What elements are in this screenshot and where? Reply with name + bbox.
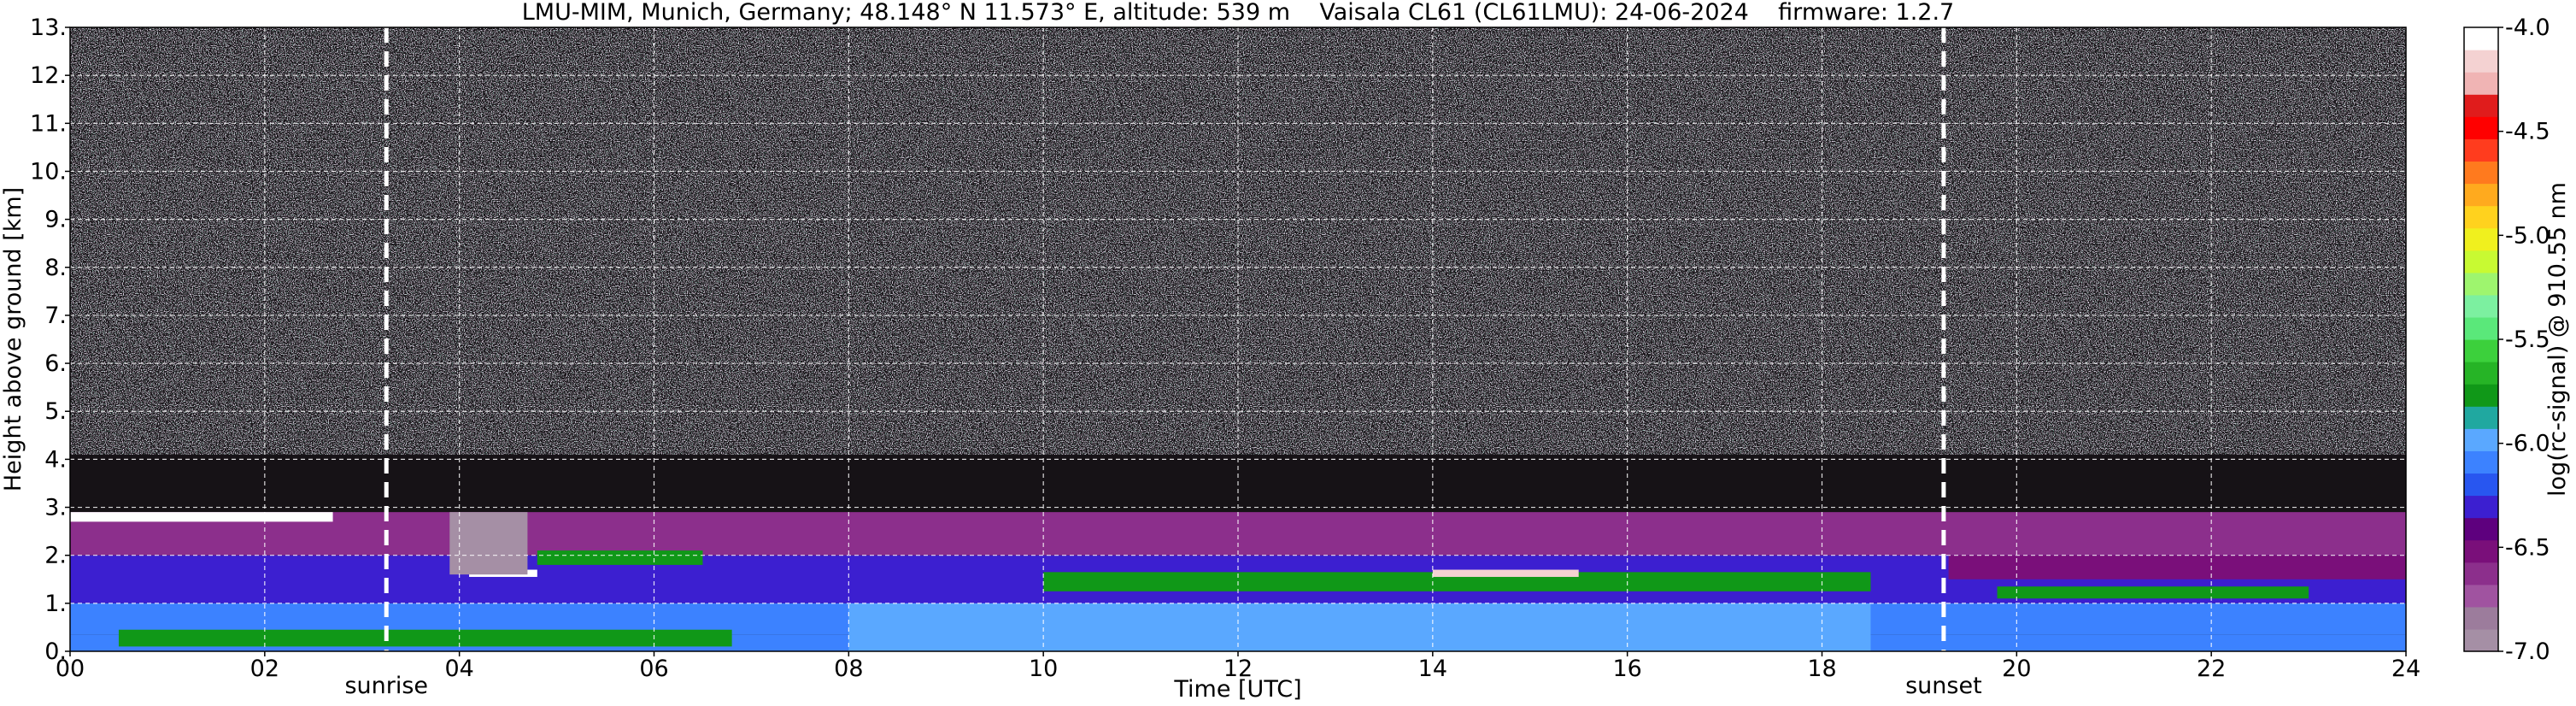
colorbar-band-11	[2464, 384, 2498, 407]
x-tick-label: 12	[1223, 656, 1253, 682]
colorbar-band-26	[2464, 50, 2498, 73]
colorbar-tick-label: -7.0	[2505, 638, 2550, 665]
y-tick-label: 7.	[44, 303, 67, 329]
y-tick-label: 3.	[44, 495, 67, 521]
colorbar-band-1	[2464, 606, 2498, 630]
y-tick-label: 13.	[30, 15, 67, 41]
colorbar-bands	[2464, 27, 2498, 652]
y-tick-label: 8.	[44, 255, 67, 281]
colorbar: -7.0 -6.5 -6.0 -5.5 -5.0 -4.5 -4.0 log(rc-sign…	[2463, 15, 2571, 665]
x-tick-label: 20	[2002, 656, 2031, 682]
y-tick-label: 10.	[30, 158, 67, 185]
colorbar-band-21	[2464, 161, 2498, 185]
colorbar-band-4	[2464, 539, 2498, 563]
colorbar-band-23	[2464, 116, 2498, 139]
colorbar-band-7	[2464, 473, 2498, 497]
colorbar-band-17	[2464, 250, 2498, 274]
y-axis-label: Height above ground [km]	[0, 187, 26, 491]
x-tick-label: 00	[56, 656, 85, 682]
signal-layer-8	[1997, 586, 2309, 599]
signal-layer-13	[449, 512, 528, 575]
x-tick-label: 24	[2391, 656, 2421, 682]
colorbar-label: log(rc-signal) @ 910.55 nm	[2544, 182, 2571, 497]
x-tick-label: 10	[1029, 656, 1058, 682]
grid-lines	[70, 27, 2406, 651]
y-tick-label: 9.	[44, 207, 67, 233]
chart-title: LMU-MIM, Munich, Germany; 48.148° N 11.5…	[522, 0, 1955, 26]
signal-layer-6	[537, 550, 703, 565]
x-tick-label: 06	[639, 656, 668, 682]
sun-annotation-label: sunset	[1905, 673, 1982, 699]
backscatter-layers	[70, 512, 2406, 651]
x-tick-label: 14	[1418, 656, 1447, 682]
colorbar-ticks: -7.0 -6.5 -6.0 -5.5 -5.0 -4.5 -4.0	[2498, 15, 2550, 665]
colorbar-band-20	[2464, 183, 2498, 207]
y-tick-label: 4.	[44, 446, 67, 473]
colorbar-band-6	[2464, 495, 2498, 519]
colorbar-band-19	[2464, 205, 2498, 229]
colorbar-band-15	[2464, 294, 2498, 318]
y-tick-label: 1.	[44, 591, 67, 617]
colorbar-tick-label: -5.5	[2505, 327, 2550, 353]
colorbar-band-2	[2464, 584, 2498, 608]
signal-layer-12	[1432, 569, 1579, 577]
y-tick-label: 6.	[44, 350, 67, 377]
x-tick-label: 08	[834, 656, 863, 682]
signal-layer-7	[1043, 572, 1871, 591]
y-tick-label: 12.	[30, 62, 67, 89]
colorbar-band-12	[2464, 362, 2498, 385]
colorbar-band-5	[2464, 517, 2498, 541]
plot-area	[69, 26, 2407, 652]
x-tick-label: 04	[444, 656, 473, 682]
y-tick-label: 5.	[44, 398, 67, 425]
colorbar-band-10	[2464, 406, 2498, 429]
colorbar-band-0	[2464, 628, 2498, 652]
signal-layer-10	[70, 512, 333, 522]
colorbar-band-24	[2464, 94, 2498, 117]
y-tick-label: 0.	[44, 638, 67, 665]
sun-annotation-label: sunrise	[344, 673, 428, 699]
signal-layer-4	[70, 512, 2406, 556]
colorbar-band-8	[2464, 450, 2498, 474]
signal-layer-9	[1948, 555, 2406, 580]
x-axis-ticks: 00 02 04 06 08 10 12 14 16 18 20 22 24	[56, 651, 2421, 682]
signal-layer-5	[118, 629, 732, 647]
colorbar-tick-label: -6.5	[2505, 534, 2550, 561]
colorbar-band-25	[2464, 72, 2498, 95]
x-tick-label: 22	[2197, 656, 2226, 682]
colorbar-tick-label: -5.0	[2505, 222, 2550, 249]
x-tick-label: 02	[250, 656, 279, 682]
colorbar-tick-label: -6.0	[2505, 431, 2550, 457]
colorbar-tick-label: -4.5	[2505, 119, 2550, 145]
colorbar-band-22	[2464, 138, 2498, 162]
colorbar-tick-label: -4.0	[2505, 15, 2550, 41]
x-tick-label: 18	[1807, 656, 1836, 682]
colorbar-band-27	[2464, 27, 2498, 50]
colorbar-band-3	[2464, 562, 2498, 585]
y-tick-label: 2.	[44, 543, 67, 569]
sun-markers	[384, 27, 1946, 651]
x-axis-label: Time [UTC]	[1173, 676, 1301, 703]
y-tick-label: 11.	[30, 110, 67, 137]
colorbar-band-13	[2464, 339, 2498, 362]
colorbar-band-9	[2464, 428, 2498, 451]
colorbar-band-18	[2464, 227, 2498, 251]
x-tick-label: 16	[1612, 656, 1641, 682]
colorbar-band-16	[2464, 272, 2498, 296]
sun-annotations: sunrise sunset	[344, 673, 1981, 699]
y-axis-ticks: 0. 1. 2. 3. 4. 5. 6. 7. 8. 9. 10. 11. 12. 13.	[30, 15, 70, 665]
colorbar-band-14	[2464, 316, 2498, 340]
